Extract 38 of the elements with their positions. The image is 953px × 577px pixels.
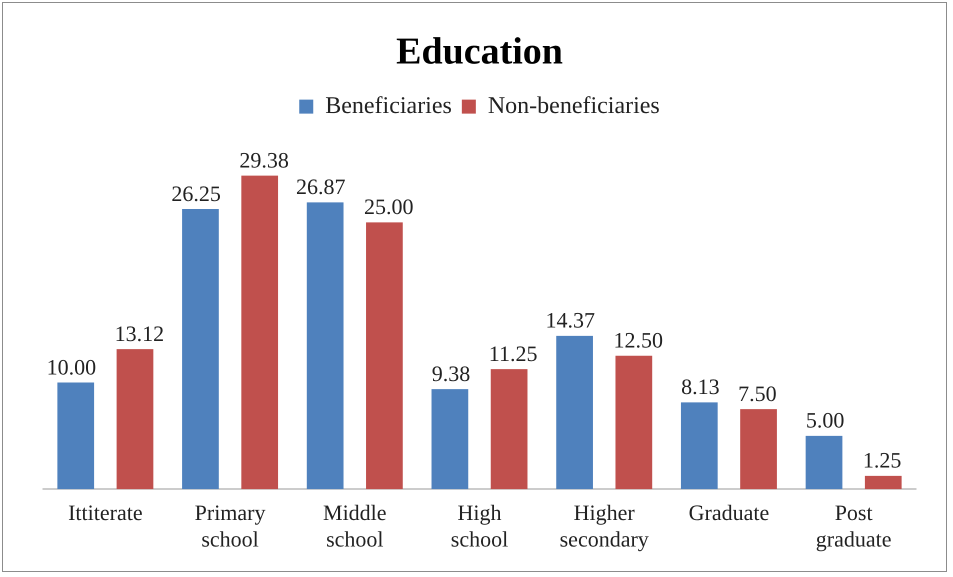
bar — [57, 382, 94, 490]
bar — [366, 222, 403, 490]
x-tick-label: Post graduate — [816, 500, 892, 552]
data-label: 13.12 — [114, 320, 164, 346]
bar — [182, 209, 219, 490]
data-label: 9.38 — [432, 360, 470, 386]
bar — [490, 369, 528, 490]
bar — [116, 349, 154, 490]
bar — [806, 436, 842, 490]
bar — [241, 176, 278, 490]
chart-title: Education — [396, 30, 563, 73]
bar — [864, 476, 902, 490]
data-label: 26.87 — [296, 174, 346, 200]
data-label: 11.25 — [488, 340, 538, 366]
x-tick-label: Higher secondary — [560, 500, 649, 552]
x-tick-label: High school — [450, 500, 508, 552]
x-tick-label: Graduate — [688, 500, 770, 526]
bar — [306, 202, 344, 490]
bar — [615, 356, 652, 490]
x-tick-label: Primary school — [194, 500, 266, 552]
data-label: 12.50 — [613, 328, 663, 353]
data-label: 1.25 — [862, 448, 902, 473]
bar — [740, 409, 777, 490]
data-label: 10.00 — [46, 354, 96, 380]
data-label: 14.37 — [545, 308, 595, 333]
bar — [556, 336, 593, 490]
bar — [680, 402, 718, 490]
data-label: 25.00 — [364, 194, 414, 220]
x-tick-label: Middle school — [323, 500, 387, 552]
x-tick-label: Ittiterate — [68, 500, 143, 526]
bar — [432, 389, 468, 490]
data-label: 8.13 — [681, 374, 720, 400]
data-label: 7.50 — [738, 380, 777, 406]
data-label: 26.25 — [171, 180, 221, 206]
legend-label: Beneficiaries — [325, 92, 452, 119]
legend-label: Non-beneficiaries — [488, 92, 660, 119]
data-label: 5.00 — [806, 408, 844, 433]
data-label: 29.38 — [239, 147, 289, 172]
